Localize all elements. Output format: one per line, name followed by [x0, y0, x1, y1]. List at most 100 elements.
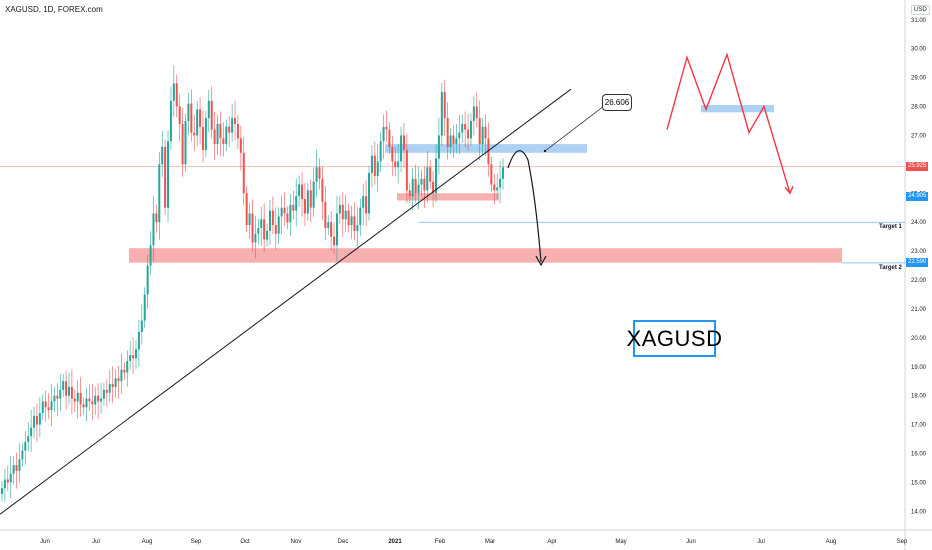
- candle-body: [6, 479, 9, 483]
- candle-body: [391, 147, 394, 162]
- candle-body: [231, 118, 234, 133]
- candle-body: [411, 178, 414, 197]
- x-month-label: Jul: [92, 539, 100, 545]
- candle-body: [62, 381, 65, 390]
- candle-body: [405, 149, 408, 191]
- candle-body: [222, 138, 225, 145]
- candle-body: [330, 222, 333, 237]
- scenario-arrowhead: [784, 185, 794, 195]
- symbol-header: XAGUSD, 1D, FOREX.com: [5, 5, 103, 14]
- candle-body: [242, 152, 245, 194]
- candle-body: [397, 161, 400, 168]
- resistance-zone: [385, 144, 587, 153]
- candle-body: [169, 100, 172, 142]
- candle-body: [100, 398, 103, 402]
- candle-body: [228, 126, 231, 133]
- candle-body: [443, 92, 446, 119]
- candle-body: [56, 395, 59, 399]
- candle-body: [306, 190, 309, 214]
- candle-body: [216, 123, 219, 145]
- candle-body: [400, 135, 403, 162]
- y-tick-label: 28.00: [911, 105, 927, 111]
- price-callout: 26.606: [602, 94, 632, 111]
- candle-body: [283, 207, 286, 214]
- candle-body: [9, 473, 12, 483]
- candle-body: [129, 355, 132, 361]
- candle-body: [347, 210, 350, 226]
- candle-body: [440, 92, 443, 136]
- candle-body: [417, 184, 420, 194]
- candle-body: [137, 332, 140, 350]
- support-zone: [129, 248, 842, 263]
- trendline: [0, 88, 572, 515]
- y-tick-label: 16.00: [911, 451, 927, 457]
- candle-body: [376, 161, 379, 176]
- candle-body: [140, 320, 143, 333]
- x-month-label: Oct: [240, 539, 250, 545]
- x-month-label: Mar: [485, 539, 495, 545]
- candle-body: [502, 167, 504, 179]
- candle-body: [341, 204, 344, 220]
- candle-body: [327, 222, 330, 228]
- candle-body: [484, 126, 487, 139]
- candle-body: [394, 161, 397, 168]
- candle-body: [344, 210, 347, 220]
- candle-body: [50, 401, 53, 411]
- x-month-label: Jun: [686, 539, 696, 545]
- candle-body: [126, 360, 129, 373]
- candle-body: [298, 184, 301, 197]
- x-month-label: Apr: [547, 539, 556, 545]
- candle-body: [333, 236, 336, 246]
- scenario-path: [666, 52, 791, 194]
- y-tick-label: 21.00: [911, 307, 927, 313]
- y-tick-label: 18.00: [911, 394, 927, 400]
- candle-body: [455, 138, 458, 145]
- candle-body: [379, 141, 382, 162]
- candle-body: [350, 216, 353, 226]
- y-tick-label: 29.00: [911, 76, 927, 82]
- candle-body: [458, 132, 461, 139]
- candle-body: [414, 178, 417, 194]
- candle-body: [402, 135, 405, 150]
- candle-body: [481, 126, 484, 145]
- candle-body: [234, 118, 237, 124]
- candle-body: [467, 129, 470, 139]
- candle-body: [175, 83, 178, 107]
- currency-label[interactable]: USD: [911, 5, 930, 15]
- candle-body: [260, 219, 263, 228]
- candle-body: [149, 245, 152, 266]
- candle-body: [324, 201, 327, 228]
- candle-body: [452, 135, 455, 145]
- candle-body: [449, 135, 452, 148]
- candle-body: [274, 225, 277, 234]
- candle-body: [24, 441, 27, 451]
- candle-body: [362, 196, 365, 208]
- y-tick-label: 24.00: [911, 220, 927, 226]
- candle-body: [21, 450, 24, 460]
- price-tag: 25.925: [906, 162, 929, 172]
- candle-body: [432, 181, 435, 194]
- y-tick-label: 27.00: [911, 133, 927, 139]
- candle-body: [158, 164, 161, 223]
- resistance-zone: [701, 105, 774, 113]
- candle-body: [335, 213, 338, 246]
- candle-body: [280, 207, 283, 217]
- candle-body: [178, 106, 181, 124]
- candle-body: [251, 213, 254, 243]
- candle-body: [73, 398, 76, 402]
- candle-body: [435, 158, 438, 194]
- projection-curve: [507, 150, 542, 263]
- x-month-label: May: [615, 539, 626, 545]
- price-tag: 24.905: [906, 191, 929, 201]
- y-tick-label: 23.00: [911, 249, 927, 255]
- candle-body: [59, 389, 62, 399]
- candle-body: [196, 109, 199, 136]
- candle-body: [88, 398, 91, 402]
- candle-body: [47, 407, 50, 411]
- candle-body: [493, 184, 496, 191]
- candle-body: [193, 132, 196, 136]
- candle-body: [245, 193, 248, 226]
- candle-body: [204, 118, 207, 150]
- callout-anchor: [543, 149, 547, 153]
